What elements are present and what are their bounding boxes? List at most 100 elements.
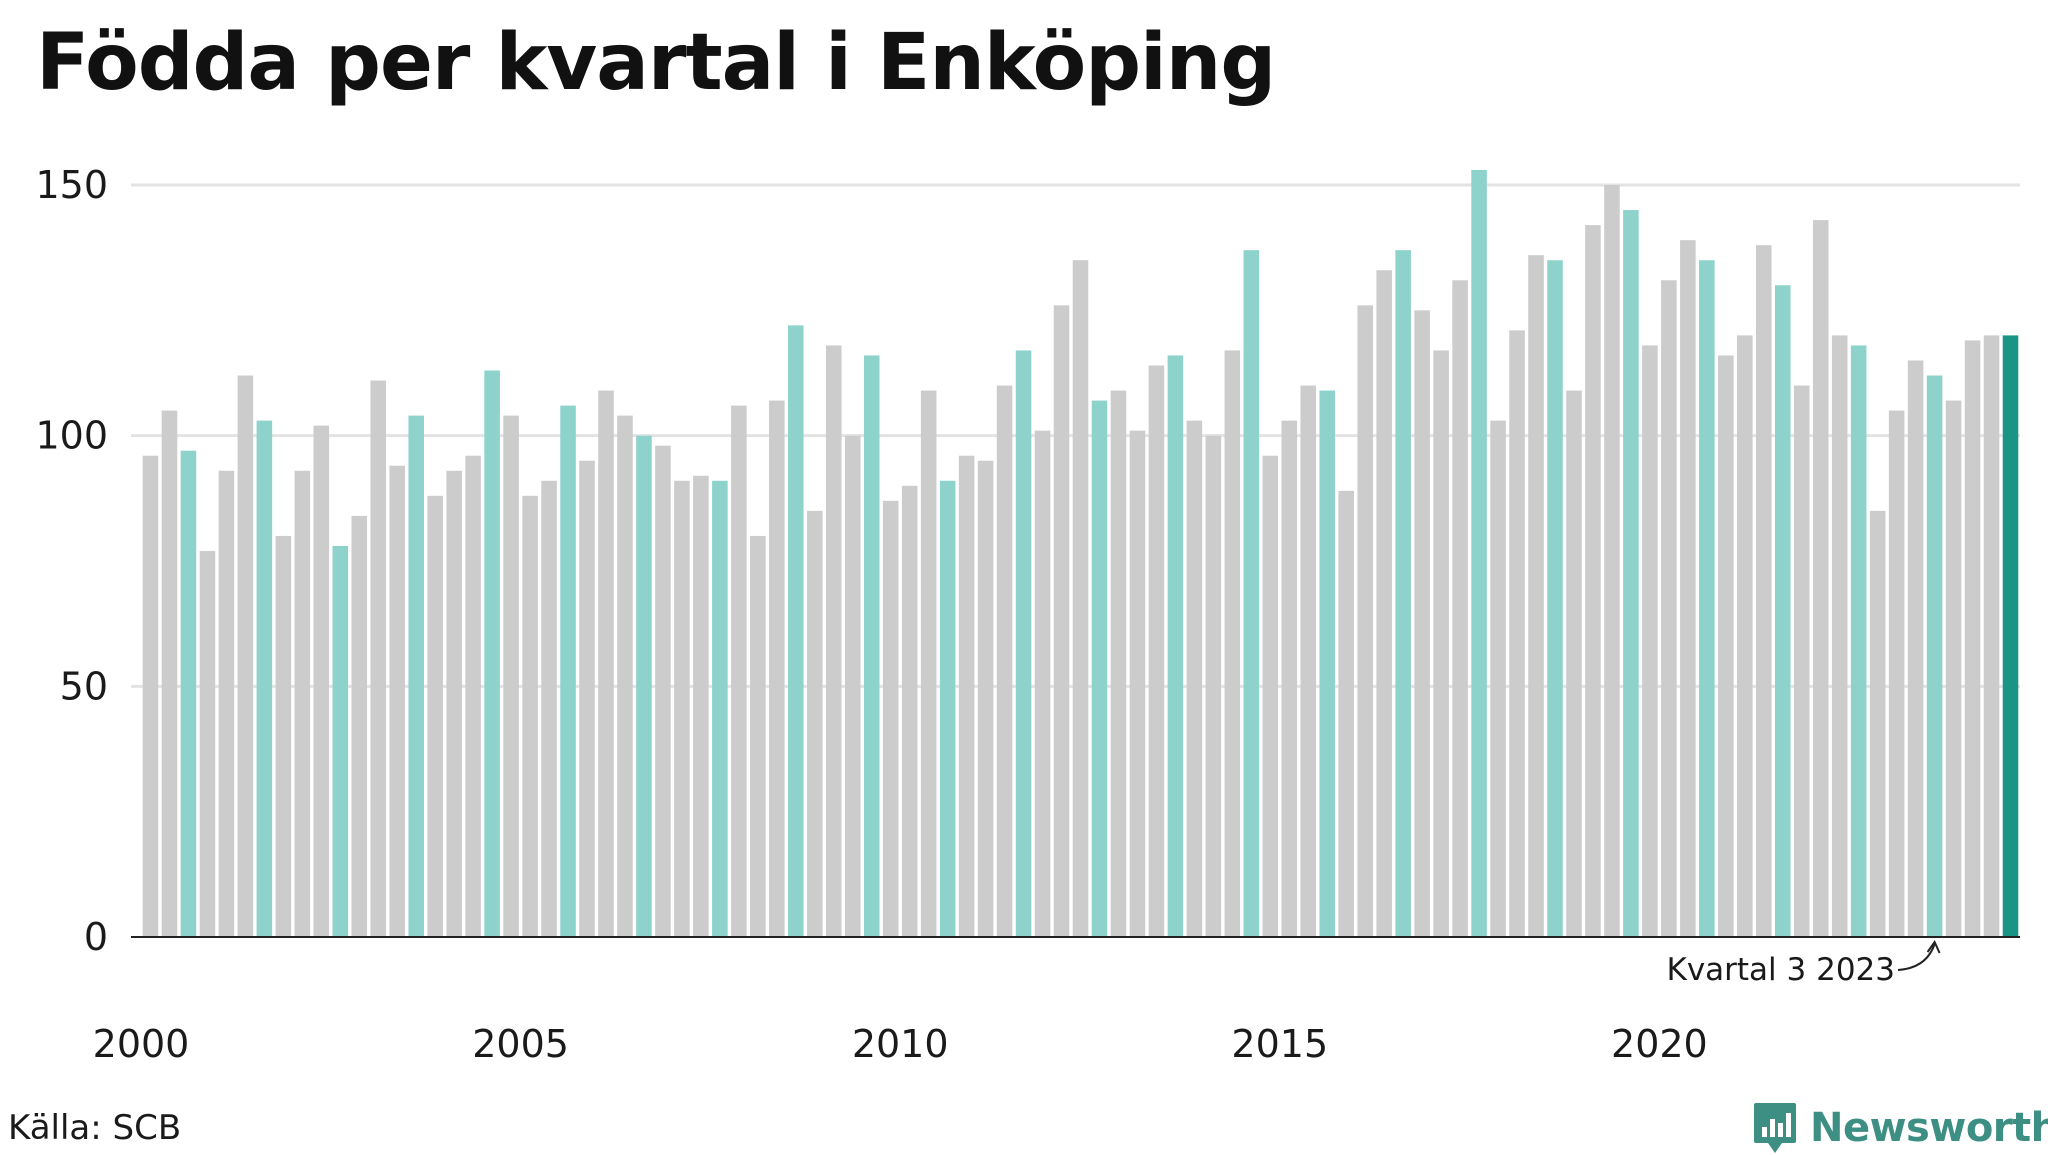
bar	[142, 455, 159, 937]
bar	[370, 380, 387, 937]
bar	[1850, 345, 1867, 938]
bar	[1831, 335, 1848, 937]
bar	[1243, 250, 1260, 937]
bar	[503, 415, 519, 937]
bar	[1907, 360, 1924, 937]
bar	[1566, 390, 1582, 938]
bar	[1205, 435, 1222, 937]
bar	[294, 470, 311, 937]
bar	[332, 545, 349, 937]
axis-layer: 0 50 100 150 2000 2005 2010 2015 2020	[35, 163, 2020, 1066]
bar	[199, 550, 216, 937]
bar	[1718, 355, 1734, 937]
annotation-arrowhead	[1926, 939, 1941, 954]
bar-chart: 0 50 100 150 2000 2005 2010 2015 2020 Kvartal 3 …	[35, 163, 2020, 1066]
bar	[1642, 345, 1658, 938]
bar	[863, 355, 880, 937]
bar	[1547, 260, 1563, 937]
bar	[1680, 240, 1696, 937]
y-tick-label: 100	[35, 414, 108, 458]
bar	[256, 420, 273, 937]
bar	[674, 480, 690, 937]
bar	[1604, 185, 1620, 937]
x-tick-label: 2010	[852, 1022, 949, 1066]
bar	[996, 385, 1013, 937]
annotation-arrow	[1897, 943, 1936, 971]
bar	[408, 415, 424, 937]
bar	[1452, 280, 1468, 938]
bar	[161, 410, 178, 938]
bar	[1888, 410, 1905, 938]
bar	[977, 460, 994, 937]
bar	[1528, 255, 1544, 938]
bar	[1034, 430, 1051, 937]
bar	[1319, 390, 1336, 938]
bar	[1395, 250, 1411, 937]
bar	[939, 480, 956, 937]
bar	[446, 470, 462, 937]
source-note: Källa: SCB	[8, 1108, 182, 1148]
bar	[617, 415, 633, 937]
bar	[275, 535, 292, 937]
bar	[1509, 330, 1525, 937]
x-tick-label: 2000	[93, 1022, 190, 1066]
bar	[1812, 220, 1829, 938]
annotation-label: Kvartal 3 2023	[1666, 952, 1895, 988]
x-tick-label: 2015	[1231, 1022, 1328, 1066]
bar	[920, 390, 937, 938]
bar	[1262, 455, 1279, 937]
bar	[1357, 305, 1373, 937]
bar	[1376, 270, 1392, 937]
bar	[1869, 510, 1886, 937]
y-tick-label: 50	[60, 664, 108, 708]
bar	[1661, 280, 1677, 938]
y-tick-label: 150	[35, 163, 108, 207]
bar	[1167, 355, 1184, 937]
bar	[1015, 350, 1032, 937]
bar	[484, 370, 500, 937]
bar	[1224, 350, 1241, 937]
bar	[389, 465, 406, 937]
bar	[655, 445, 671, 937]
x-tick-label: 2020	[1611, 1022, 1708, 1066]
brand-name: Newsworthy	[1810, 1105, 2048, 1151]
bar	[1585, 225, 1601, 937]
bar	[1053, 305, 1070, 937]
bar	[807, 510, 823, 937]
x-tick-label: 2005	[472, 1022, 569, 1066]
bar	[750, 535, 766, 937]
bar	[1414, 310, 1430, 937]
bar	[218, 470, 235, 937]
bar	[465, 455, 481, 937]
bar	[351, 515, 368, 937]
bar	[1755, 245, 1772, 937]
bar	[1926, 375, 1943, 937]
bar	[1490, 420, 1506, 937]
bar	[1186, 420, 1203, 937]
bar	[712, 480, 728, 937]
bar	[180, 450, 197, 937]
bar	[427, 495, 443, 937]
bar	[1793, 385, 1810, 937]
bar	[1300, 385, 1317, 937]
bar	[882, 500, 899, 937]
bar	[313, 425, 330, 937]
y-tick-label: 0	[84, 915, 108, 959]
annotation-layer: Kvartal 3 2023	[1666, 939, 1941, 988]
bar	[1737, 335, 1753, 937]
bar	[1623, 210, 1639, 938]
bar	[1699, 260, 1715, 937]
brand-logo: Newsworthy	[1752, 1101, 2048, 1155]
bar	[1148, 365, 1165, 938]
bar	[579, 460, 595, 937]
bar	[1091, 400, 1108, 937]
bar	[731, 405, 747, 937]
bar	[1983, 335, 2000, 937]
bar	[237, 375, 254, 937]
bar	[825, 345, 842, 938]
bar	[1433, 350, 1449, 937]
bar	[958, 455, 975, 937]
bar	[541, 480, 557, 937]
bar	[1338, 490, 1354, 937]
bar	[1110, 390, 1127, 938]
